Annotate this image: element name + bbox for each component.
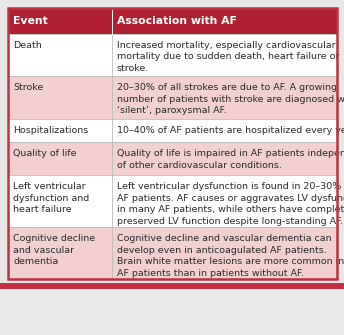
Bar [8,142,337,175]
Bar [8,227,337,279]
Text: Cognitive decline and vascular dementia can
develop even in anticoagulated AF pa: Cognitive decline and vascular dementia … [117,234,344,278]
Bar [8,8,337,34]
Bar [8,8,337,279]
Text: Death: Death [13,41,42,50]
Text: Increased mortality, especially cardiovascular
mortality due to sudden death, he: Increased mortality, especially cardiova… [117,41,339,73]
Text: Event: Event [13,16,48,26]
Text: Quality of life is impaired in AF patients independent
of other cardiovascular c: Quality of life is impaired in AF patien… [117,149,344,170]
Text: Left ventricular
dysfunction and
heart failure: Left ventricular dysfunction and heart f… [13,182,89,214]
Text: Quality of life: Quality of life [13,149,76,158]
Text: Stroke: Stroke [13,83,43,92]
Text: Left ventricular dysfunction is found in 20–30% of all
AF patients. AF causes or: Left ventricular dysfunction is found in… [117,182,344,226]
Bar [8,175,337,227]
Text: 20–30% of all strokes are due to AF. A growing
number of patients with stroke ar: 20–30% of all strokes are due to AF. A g… [117,83,344,115]
Bar [8,76,337,119]
Text: Association with AF: Association with AF [117,16,237,26]
Text: Cognitive decline
and vascular
dementia: Cognitive decline and vascular dementia [13,234,95,266]
Bar [8,119,337,142]
Text: 10–40% of AF patients are hospitalized every year.: 10–40% of AF patients are hospitalized e… [117,126,344,135]
Bar [8,34,337,76]
Text: Hospitalizations: Hospitalizations [13,126,88,135]
Bar [0,283,344,289]
